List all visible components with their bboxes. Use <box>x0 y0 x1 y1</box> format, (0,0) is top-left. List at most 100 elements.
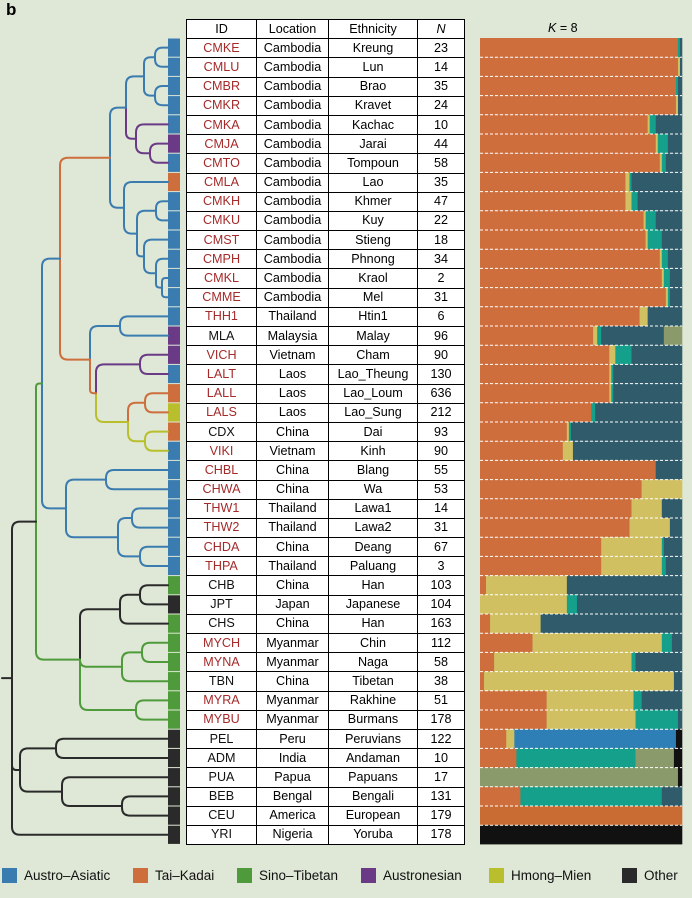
admixture-segment <box>637 191 683 211</box>
admixture-segment <box>546 690 634 710</box>
admixture-segment <box>625 172 630 192</box>
family-color-block <box>168 422 180 441</box>
tree-branch <box>79 658 137 711</box>
family-color-block <box>168 748 180 768</box>
tree-branch <box>119 608 169 625</box>
tree-branch <box>135 137 151 155</box>
admixture-segment <box>615 345 632 365</box>
cell-id: MLA <box>186 325 257 347</box>
tree-branch <box>61 776 169 793</box>
table-row: CMLU Cambodia Lun 14 <box>186 57 465 78</box>
family-color-block <box>168 345 180 364</box>
family-color-block <box>168 38 180 57</box>
family-color-block <box>168 825 180 844</box>
admixture-segment <box>572 441 683 461</box>
admixture-segment <box>663 537 683 557</box>
cell-n: 10 <box>417 748 465 769</box>
admixture-segment <box>645 230 648 250</box>
admixture-segment <box>633 690 642 710</box>
tree-branch <box>149 152 169 164</box>
admixture-segment <box>661 268 665 288</box>
cell-location: Thailand <box>256 556 329 577</box>
cell-id: VICH <box>186 345 257 366</box>
header-id: ID <box>186 18 257 40</box>
admixture-segment <box>480 345 610 365</box>
cell-location: Cambodia <box>256 38 329 59</box>
cell-n: 17 <box>417 767 465 788</box>
family-color-block <box>168 76 180 96</box>
table-row: THPA Thailand Paluang 3 <box>186 556 465 577</box>
cell-ethnicity: Kraol <box>328 268 418 289</box>
tree-branch <box>65 507 119 539</box>
legend-swatch <box>133 868 148 883</box>
tree-branch <box>121 665 169 683</box>
cell-ethnicity: Dai <box>328 421 418 443</box>
cell-id: CMKR <box>186 95 257 116</box>
admixture-segment <box>480 633 533 653</box>
admixture-segment <box>673 748 683 768</box>
cell-id: PEL <box>186 728 257 750</box>
table-row: MYRA Myanmar Rakhine 51 <box>186 690 465 711</box>
table-row: CMBR Cambodia Brao 35 <box>186 76 465 97</box>
cell-id: MYCH <box>186 632 257 654</box>
tree-branch <box>161 286 169 299</box>
tree-branch <box>117 517 133 539</box>
tree-branch <box>139 555 169 567</box>
cell-location: Cambodia <box>256 95 329 116</box>
family-color-block <box>168 537 180 556</box>
admixture-segment <box>647 114 650 134</box>
legend-swatch <box>2 868 17 883</box>
cell-location: Myanmar <box>256 632 329 654</box>
cell-location: Myanmar <box>256 709 329 730</box>
cell-id: ADM <box>186 748 257 769</box>
cell-id: CDX <box>186 421 257 443</box>
admixture-segment <box>480 422 568 442</box>
cell-n: 10 <box>417 114 465 136</box>
admixture-segment <box>613 364 683 384</box>
tree-branch <box>125 75 145 109</box>
cell-location: Malaysia <box>256 325 329 347</box>
admixture-segment <box>480 594 568 614</box>
cell-location: Laos <box>256 383 329 404</box>
cell-ethnicity: Lun <box>328 57 418 78</box>
family-color-block <box>168 768 180 787</box>
cell-ethnicity: Paluang <box>328 556 418 577</box>
cell-id: CMBR <box>186 76 257 97</box>
admixture-segment <box>645 210 657 230</box>
family-color-block <box>168 556 180 576</box>
admixture-segment <box>480 806 683 826</box>
admixture-segment <box>480 364 610 384</box>
admixture-segment <box>480 556 602 576</box>
tree-branch <box>143 75 156 97</box>
family-color-block <box>168 134 180 153</box>
cell-location: China <box>256 460 329 481</box>
admixture-segment <box>494 652 632 672</box>
table-row: LALL Laos Lao_Loum 636 <box>186 383 465 404</box>
tree-branch <box>139 593 169 606</box>
admixture-segment <box>490 614 541 634</box>
admixture-segment <box>480 671 485 691</box>
cell-id: CMPH <box>186 249 257 270</box>
cell-n: 112 <box>417 632 465 654</box>
family-color-block <box>168 403 180 422</box>
cell-ethnicity: Tibetan <box>328 671 418 692</box>
cell-id: MYRA <box>186 690 257 711</box>
admixture-segment <box>480 690 547 710</box>
table-row: VICH Vietnam Cham 90 <box>186 345 465 366</box>
dendrogram <box>1 38 180 844</box>
tree-branch <box>144 430 169 443</box>
legend-item: Tai–Kadai <box>133 868 214 883</box>
admixture-segment <box>520 786 663 806</box>
admixture-segment <box>480 230 646 250</box>
table-row: CMKA Cambodia Kachac 10 <box>186 114 465 136</box>
cell-location: Thailand <box>256 306 329 328</box>
cell-id: CMKE <box>186 38 257 59</box>
admixture-segment <box>532 633 663 653</box>
family-color-block <box>168 230 180 249</box>
admixture-segment <box>480 614 491 634</box>
admixture-segment <box>649 114 657 134</box>
cell-ethnicity: Stieng <box>328 230 418 251</box>
tree-branch <box>144 392 169 404</box>
tree-branch <box>109 106 127 159</box>
table-row: THW2 Thailand Lawa2 31 <box>186 517 465 539</box>
